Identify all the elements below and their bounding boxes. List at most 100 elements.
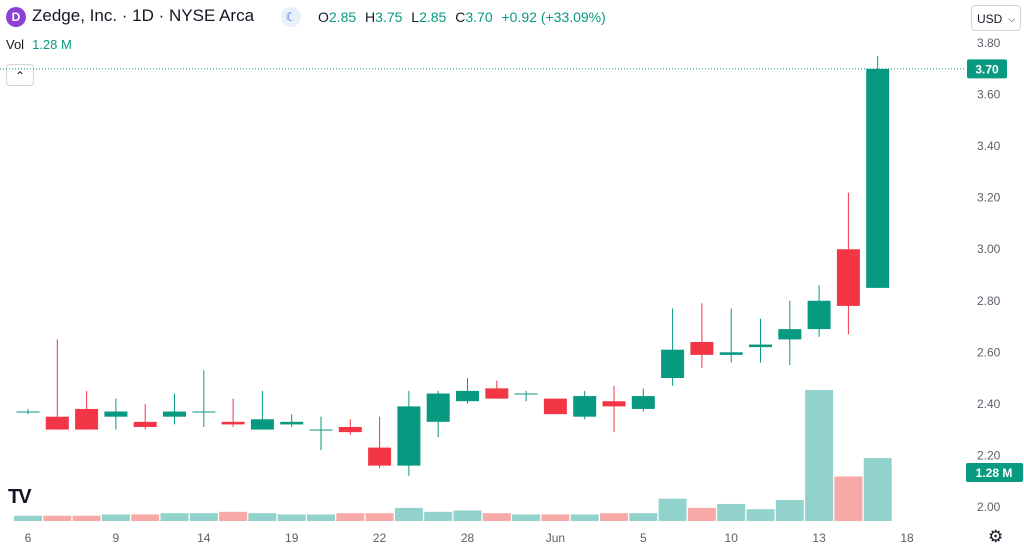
volume-badge: 1.28 M [966, 463, 1023, 482]
volume-bar [687, 507, 716, 521]
volume-bar [72, 515, 101, 521]
price-tick-label: 3.00 [977, 242, 1001, 256]
candle-body [866, 68, 890, 288]
candle-body [309, 429, 333, 431]
candle-body [163, 411, 186, 417]
volume-bar [570, 514, 599, 521]
price-tick-label: 2.20 [977, 448, 1001, 462]
last-price-badge-text: 3.70 [975, 62, 999, 76]
time-tick-label: 9 [113, 531, 120, 545]
volume-bar [746, 509, 775, 521]
candle [456, 378, 479, 404]
volume-bar [424, 511, 453, 521]
collapse-legend-button[interactable]: ⌃ [6, 64, 34, 86]
candle [543, 398, 567, 415]
candle [602, 385, 626, 433]
symbol-logo-icon[interactable]: D [6, 7, 26, 27]
candle [573, 390, 597, 420]
candle [631, 388, 655, 412]
candle [514, 390, 538, 402]
candle-body [250, 419, 274, 430]
volume-bar [600, 513, 628, 521]
moon-icon[interactable]: ☾ [281, 7, 301, 27]
volume-bar [394, 507, 423, 521]
candle [836, 192, 860, 335]
tradingview-logo[interactable]: TV [8, 486, 32, 508]
price-tick-label: 3.80 [977, 36, 1001, 50]
time-tick-label: Jun [546, 531, 565, 545]
candle [309, 416, 333, 451]
price-tick-label: 2.60 [977, 345, 1001, 359]
volume-label: Vol [6, 37, 25, 52]
candle-body [338, 426, 362, 433]
time-tick-label: 28 [461, 531, 475, 545]
candle-body [75, 408, 99, 430]
volume-bar [365, 513, 394, 521]
volume-legend: Vol 1.28 M [6, 37, 72, 52]
currency-selector[interactable]: USD ⌵ [971, 5, 1021, 31]
candle-body [836, 249, 860, 306]
symbol-title[interactable]: Zedge, Inc. · 1D · NYSE Arca [32, 6, 255, 25]
price-axis[interactable]: 2.00 2.20 2.40 2.60 2.80 3.00 3.20 3.40 3.60 3.80 [977, 36, 1001, 514]
volume-bar [248, 513, 277, 521]
volume-bar [453, 510, 482, 521]
volume-bar [512, 514, 541, 521]
candle-body [807, 300, 831, 330]
candle [426, 390, 450, 438]
chart-header: D Zedge, Inc. · 1D · NYSE Arca ☾ O 2.85 H… [0, 0, 1024, 34]
volume-bar [775, 500, 804, 521]
candle [749, 318, 772, 363]
change-value: +0.92 (+33.09%) [501, 9, 606, 25]
candle-body [631, 396, 655, 409]
volume-bar [101, 514, 130, 521]
high-label: H [365, 9, 376, 25]
open-label: O [318, 9, 329, 25]
chevron-down-icon: ⌵ [1008, 14, 1015, 24]
candle-body [192, 411, 216, 413]
candle-body [485, 388, 509, 399]
candles [16, 56, 890, 476]
candle-body [719, 352, 743, 355]
candle [368, 416, 392, 469]
volume-bar [717, 503, 746, 521]
volume-bar [482, 513, 511, 521]
volume-bar [629, 513, 658, 521]
candle [397, 390, 421, 476]
candle [661, 308, 685, 386]
candle [192, 370, 216, 427]
candle [280, 414, 304, 427]
candle [75, 390, 99, 430]
time-tick-label: 14 [197, 531, 211, 545]
price-tick-label: 3.60 [977, 88, 1001, 102]
time-tick-label: 5 [640, 531, 647, 545]
price-tick-label: 3.40 [977, 139, 1001, 153]
volume-bar [805, 390, 834, 521]
candle-body [690, 341, 714, 355]
volume-bar [14, 515, 42, 521]
candle [16, 408, 40, 415]
volume-bar [336, 513, 365, 521]
gear-icon[interactable]: ⚙ [988, 527, 1004, 546]
volume-bar [863, 458, 892, 521]
candle [338, 419, 362, 435]
close-label: C [455, 9, 466, 25]
ohlc-legend: O2.85 H3.75 L2.85 C3.70 +0.92 (+33.09%) [318, 9, 611, 25]
time-axis[interactable]: 6 9 14 19 22 28 Jun 5 10 13 18 [25, 531, 914, 545]
candle-body [573, 396, 597, 417]
time-tick-label: 19 [285, 531, 299, 545]
price-tick-label: 2.40 [977, 397, 1001, 411]
candle-body [45, 416, 69, 430]
candle-body [280, 421, 304, 425]
candle [690, 303, 714, 368]
volume-bar [131, 514, 160, 521]
candle-body [221, 421, 245, 425]
candle-body [16, 411, 40, 413]
high-value: 3.75 [375, 9, 403, 25]
candle [719, 308, 743, 363]
volume-bar [658, 498, 687, 521]
time-tick-label: 10 [725, 531, 739, 545]
time-tick-label: 18 [900, 531, 914, 545]
volume-bar [307, 514, 335, 521]
low-value: 2.85 [419, 9, 447, 25]
